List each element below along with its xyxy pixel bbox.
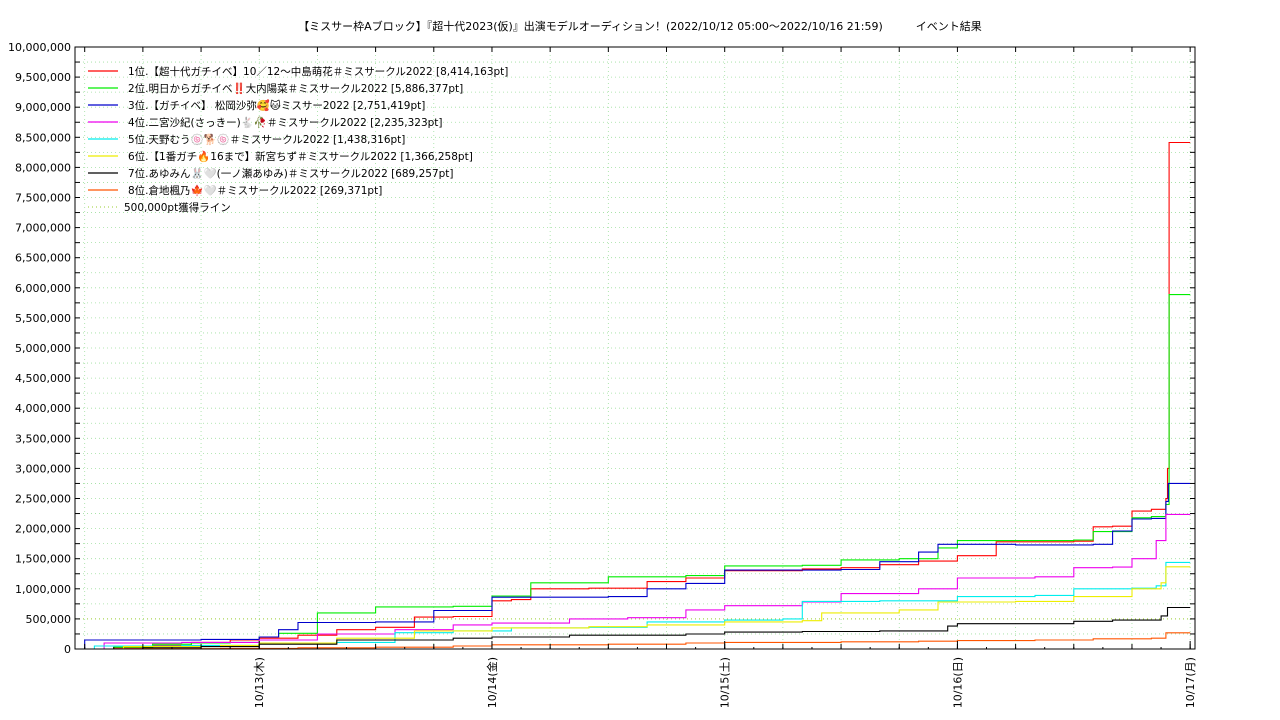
- legend-label-3: 3位.【ガチイベ】 松岡沙弥🥰🐱ミスサー2022 [2,751,419pt]: [128, 99, 425, 112]
- y-tick-label: 4,000,000: [15, 402, 71, 415]
- y-tick-label: 7,000,000: [15, 222, 71, 235]
- y-tick-label: 4,500,000: [15, 372, 71, 385]
- y-tick-label: 6,000,000: [15, 282, 71, 295]
- series-lines: [75, 141, 1191, 650]
- series-line-5: [75, 561, 1191, 650]
- x-tick-label: 10/17(月): [1184, 657, 1197, 708]
- series-line-3: [75, 482, 1191, 650]
- legend-label-7: 7位.あゆみん🐰🤍(一ノ瀬あゆみ)＃ミスサークル2022 [689,257pt]: [128, 167, 454, 180]
- legend-label-6: 6位.【1番ガチ🔥16まで】新宮ちず＃ミスサークル2022 [1,366,258…: [128, 150, 473, 163]
- x-tick-label: 10/14(金): [485, 657, 499, 708]
- y-tick-label: 500,000: [26, 613, 72, 626]
- legend: 1位.【超十代ガチイベ】10／12〜中島萌花＃ミスサークル2022 [8,414…: [88, 65, 508, 214]
- series-line-8: [75, 632, 1191, 650]
- grid-lines: [75, 47, 1195, 649]
- y-tick-label: 0: [64, 643, 71, 656]
- y-tick-label: 1,000,000: [15, 583, 71, 596]
- y-tick-label: 2,500,000: [15, 493, 71, 506]
- legend-label-2: 2位.明日からガチイベ‼️大内陽菜＃ミスサークル2022 [5,886,377p…: [128, 82, 463, 95]
- series-line-6: [75, 566, 1191, 650]
- y-tick-label: 8,000,000: [15, 161, 71, 174]
- x-tick-label: 10/13(木): [253, 657, 266, 708]
- y-tick-label: 8,500,000: [15, 131, 71, 144]
- legend-label-8: 8位.倉地楓乃🍁🤍＃ミスサークル2022 [269,371pt]: [128, 184, 382, 197]
- chart-title: 【ミスサー枠Aブロック】『超十代2023(仮)』出演モデルオーディション！(20…: [298, 20, 982, 33]
- series-line-4: [75, 513, 1191, 650]
- y-tick-label: 3,500,000: [15, 432, 71, 445]
- y-tick-label: 2,000,000: [15, 523, 71, 536]
- x-tick-label: 10/16(日): [951, 657, 964, 708]
- y-tick-label: 6,500,000: [15, 252, 71, 265]
- legend-label-4: 4位.二宮沙紀(さっきー)🐇🥀＃ミスサークル2022 [2,235,323pt]: [128, 116, 443, 129]
- series-line-2: [75, 294, 1191, 650]
- y-tick-label: 10,000,000: [8, 41, 71, 54]
- y-tick-label: 5,000,000: [15, 342, 71, 355]
- series-line-1: [75, 141, 1191, 650]
- y-tick-label: 9,500,000: [15, 71, 71, 84]
- legend-label-1: 1位.【超十代ガチイベ】10／12〜中島萌花＃ミスサークル2022 [8,414…: [128, 65, 508, 78]
- x-tick-label: 10/15(土): [719, 657, 732, 708]
- legend-label-5: 5位.天野むう🍥🐕🍥＃ミスサークル2022 [1,438,316pt]: [128, 133, 405, 146]
- y-tick-label: 7,500,000: [15, 192, 71, 205]
- axes: 0 500,000 1,000,000 1,500,000 2,000,000 2,500…: [8, 41, 1197, 708]
- y-tick-label: 1,500,000: [15, 553, 71, 566]
- y-tick-label: 3,000,000: [15, 462, 71, 475]
- y-tick-label: 5,500,000: [15, 312, 71, 325]
- legend-label-reference: 500,000pt獲得ライン: [124, 201, 231, 214]
- y-tick-label: 9,000,000: [15, 101, 71, 114]
